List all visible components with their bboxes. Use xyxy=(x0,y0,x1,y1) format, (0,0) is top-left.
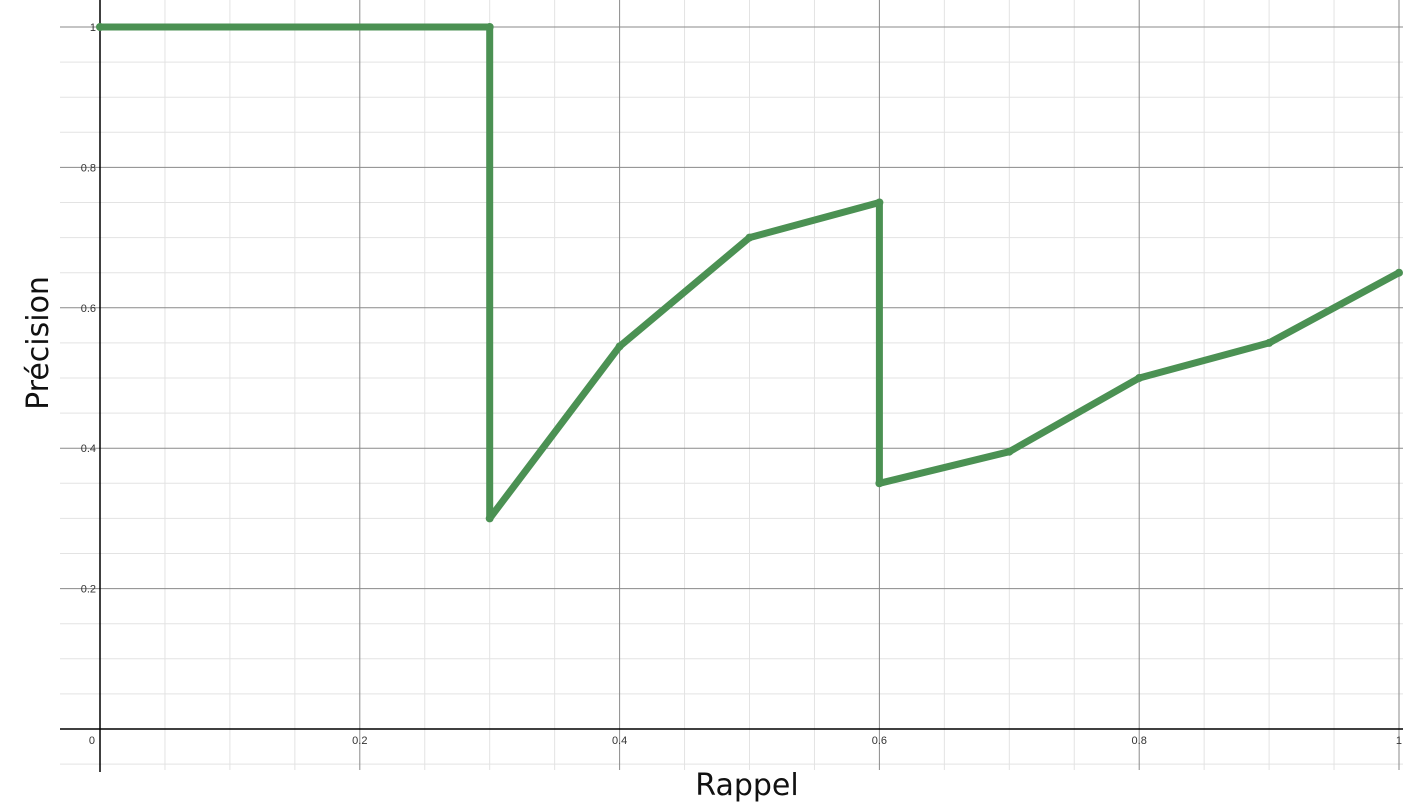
data-point xyxy=(96,23,104,31)
data-point xyxy=(875,479,884,488)
y-tick-label: 0.6 xyxy=(81,303,96,315)
y-tick-label: 1 xyxy=(90,22,96,34)
axes xyxy=(60,0,1403,772)
x-tick-label: 0.6 xyxy=(872,735,887,747)
major-grid xyxy=(60,0,1403,770)
y-tick-label: 0.2 xyxy=(81,584,96,596)
data-point xyxy=(485,23,494,31)
tick-labels: 0 0.2 0.4 0.6 0.8 1 0.2 0.4 0.6 0.8 1 xyxy=(81,22,1402,747)
x-tick-label: 0.2 xyxy=(352,735,367,747)
y-axis-title: Précision xyxy=(21,276,56,410)
data-point xyxy=(485,514,494,523)
data-point xyxy=(1265,338,1274,347)
x-tick-label: 0 xyxy=(89,735,95,747)
data-point xyxy=(615,342,624,351)
data-point xyxy=(745,233,754,242)
minor-grid xyxy=(60,0,1403,770)
x-tick-label: 0.8 xyxy=(1132,735,1147,747)
x-tick-label: 0.4 xyxy=(612,735,627,747)
x-axis-title: Rappel xyxy=(695,768,798,803)
data-point xyxy=(1395,268,1403,277)
x-tick-label: 1 xyxy=(1396,735,1402,747)
data-point xyxy=(1005,447,1014,456)
y-tick-label: 0.8 xyxy=(81,162,96,174)
series-layer xyxy=(96,23,1403,523)
data-point xyxy=(1135,374,1144,382)
y-tick-label: 0.4 xyxy=(81,443,96,455)
data-point xyxy=(875,198,884,207)
